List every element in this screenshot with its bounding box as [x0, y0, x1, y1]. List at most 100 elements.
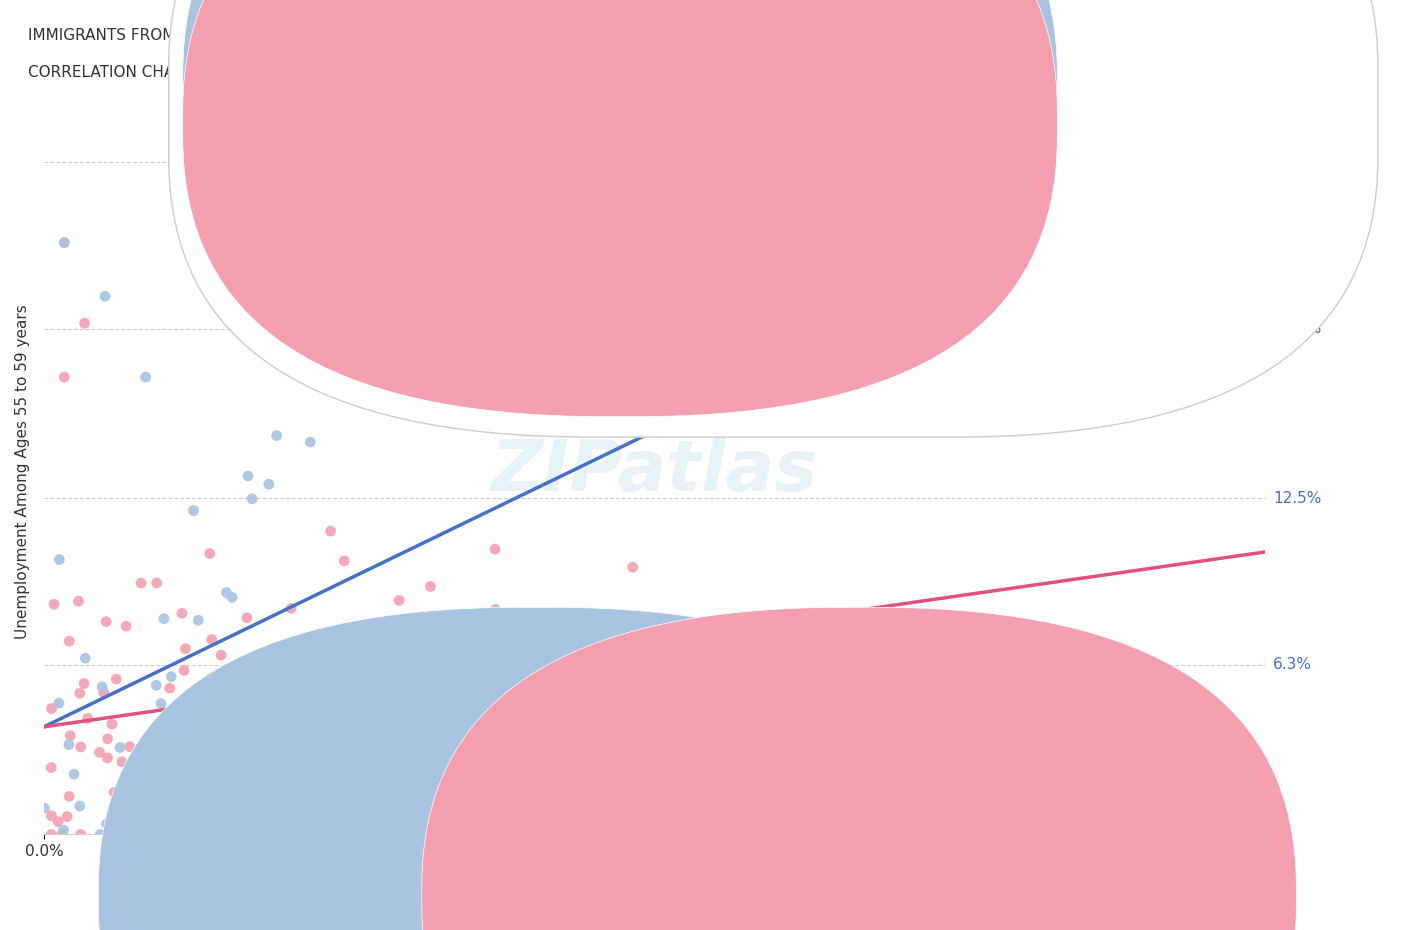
- Point: [103, 785, 125, 800]
- Point: [41, 701, 63, 716]
- Point: [240, 491, 263, 506]
- Text: 25.0%: 25.0%: [1274, 154, 1322, 169]
- Point: [429, 827, 451, 842]
- Point: [316, 827, 339, 842]
- Point: [63, 766, 86, 781]
- Point: [129, 827, 152, 842]
- Point: [266, 428, 288, 443]
- Point: [101, 717, 124, 732]
- Point: [67, 593, 90, 608]
- Point: [224, 827, 246, 842]
- Point: [69, 685, 91, 700]
- Text: ZIPatlas: ZIPatlas: [491, 437, 818, 506]
- Point: [440, 308, 463, 323]
- Point: [173, 663, 195, 678]
- Point: [218, 707, 240, 722]
- Point: [51, 827, 73, 842]
- Point: [48, 696, 70, 711]
- Point: [41, 827, 63, 842]
- Text: Immigrants from Czechoslovakia: Immigrants from Czechoslovakia: [558, 889, 786, 904]
- Point: [215, 585, 238, 600]
- Point: [180, 827, 202, 842]
- Text: N =: N =: [773, 81, 807, 96]
- Point: [145, 576, 167, 591]
- Point: [118, 739, 141, 754]
- Point: [93, 827, 115, 842]
- Point: [41, 808, 63, 823]
- Point: [129, 576, 152, 591]
- Point: [641, 809, 664, 824]
- Point: [139, 738, 162, 753]
- Point: [174, 642, 197, 657]
- Point: [621, 560, 644, 575]
- Point: [198, 690, 221, 705]
- Point: [333, 553, 356, 568]
- Point: [245, 669, 267, 684]
- Point: [97, 731, 120, 746]
- Point: [198, 546, 221, 561]
- Text: N =: N =: [773, 118, 807, 133]
- Point: [69, 799, 91, 814]
- Point: [201, 632, 224, 647]
- Point: [252, 716, 274, 731]
- Point: [215, 818, 238, 833]
- Text: 0.427: 0.427: [689, 79, 742, 98]
- Point: [343, 752, 366, 767]
- Point: [89, 745, 111, 760]
- Point: [157, 712, 180, 727]
- Point: [236, 610, 259, 625]
- Point: [340, 671, 363, 685]
- Point: [299, 434, 322, 449]
- Point: [388, 615, 411, 630]
- Point: [58, 737, 80, 752]
- Point: [209, 647, 232, 662]
- Point: [388, 593, 411, 608]
- Point: [364, 656, 387, 671]
- Point: [179, 751, 201, 765]
- Point: [332, 772, 354, 787]
- Point: [336, 684, 359, 698]
- Point: [280, 601, 302, 616]
- Point: [252, 823, 274, 838]
- Point: [69, 827, 91, 842]
- Text: R =: R =: [644, 118, 678, 133]
- Point: [339, 827, 361, 842]
- Point: [89, 827, 111, 842]
- Point: [533, 618, 555, 633]
- Point: [274, 735, 297, 750]
- Y-axis label: Unemployment Among Ages 55 to 59 years: Unemployment Among Ages 55 to 59 years: [15, 304, 30, 639]
- Point: [166, 757, 188, 772]
- Point: [145, 678, 167, 693]
- Text: 37: 37: [818, 79, 842, 98]
- Point: [145, 815, 167, 830]
- Point: [302, 680, 325, 695]
- Point: [73, 316, 96, 331]
- Point: [186, 712, 208, 727]
- Point: [204, 694, 226, 709]
- Text: CORRELATION CHART: CORRELATION CHART: [28, 65, 193, 80]
- Point: [159, 681, 181, 696]
- Point: [283, 658, 305, 673]
- Point: [187, 613, 209, 628]
- Point: [181, 827, 204, 842]
- Point: [125, 767, 148, 782]
- Point: [46, 815, 69, 830]
- Point: [229, 736, 252, 751]
- Point: [319, 524, 342, 538]
- Point: [461, 692, 484, 707]
- Point: [115, 618, 138, 633]
- Point: [42, 597, 65, 612]
- Point: [305, 362, 328, 377]
- Point: [97, 827, 120, 842]
- Text: 0.115: 0.115: [689, 116, 741, 135]
- Point: [53, 369, 76, 384]
- Point: [346, 806, 368, 821]
- Point: [183, 503, 205, 518]
- Text: Immigrants from Guyana: Immigrants from Guyana: [882, 889, 1056, 904]
- Point: [236, 656, 259, 671]
- Point: [422, 187, 444, 202]
- Point: [404, 725, 426, 740]
- Point: [75, 651, 97, 666]
- Text: R =: R =: [644, 81, 678, 96]
- Point: [52, 823, 75, 838]
